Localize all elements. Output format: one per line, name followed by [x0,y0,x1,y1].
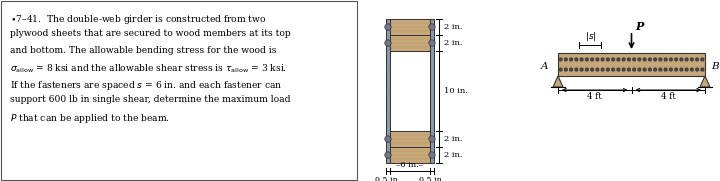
Bar [430,19,434,163]
Circle shape [643,58,646,61]
Circle shape [638,58,641,61]
Text: 2 in.: 2 in. [444,135,462,143]
Circle shape [575,68,577,71]
Text: A: A [541,62,548,71]
Text: 0.5 in.: 0.5 in. [419,176,445,181]
Circle shape [429,136,435,142]
Circle shape [654,58,657,61]
Circle shape [685,68,688,71]
Circle shape [384,136,391,142]
Circle shape [429,152,435,158]
Circle shape [590,68,593,71]
Circle shape [675,68,678,71]
Text: 2 in.: 2 in. [444,23,462,31]
Circle shape [659,68,662,71]
Circle shape [580,68,583,71]
Circle shape [601,68,604,71]
Circle shape [622,68,625,71]
Circle shape [564,68,567,71]
Circle shape [596,58,599,61]
Circle shape [680,68,683,71]
Circle shape [429,40,435,46]
Circle shape [575,58,577,61]
Text: and bottom. The allowable bending stress for the wood is: and bottom. The allowable bending stress… [10,46,276,55]
Text: plywood sheets that are secured to wood members at its top: plywood sheets that are secured to wood … [10,30,291,39]
Text: $\bullet$7–41.  The double-web girder is constructed from two: $\bullet$7–41. The double-web girder is … [10,13,266,26]
Text: If the fasteners are spaced $s$ = 6 in. and each fastener can: If the fasteners are spaced $s$ = 6 in. … [10,79,282,92]
Circle shape [659,58,662,61]
Circle shape [665,58,667,61]
Text: –6 in.–: –6 in.– [397,161,423,169]
Circle shape [685,58,688,61]
Circle shape [627,68,630,71]
Circle shape [580,58,583,61]
Circle shape [638,68,641,71]
Circle shape [429,24,435,30]
Bar [558,53,705,76]
Text: P: P [636,22,644,33]
Text: 2 in.: 2 in. [444,39,462,47]
Circle shape [606,58,609,61]
Circle shape [559,58,562,61]
Circle shape [675,58,678,61]
Circle shape [612,68,615,71]
Bar [390,19,430,35]
Circle shape [384,24,391,30]
Circle shape [601,58,604,61]
Text: support 600 lb in single shear, determine the maximum load: support 600 lb in single shear, determin… [10,96,290,104]
Circle shape [696,68,698,71]
Circle shape [570,58,572,61]
Circle shape [701,68,703,71]
Text: $P$ that can be applied to the beam.: $P$ that can be applied to the beam. [10,112,170,125]
Circle shape [654,68,657,71]
Circle shape [384,40,391,46]
Circle shape [649,68,652,71]
Polygon shape [700,76,710,87]
Circle shape [590,58,593,61]
Polygon shape [553,76,563,87]
Circle shape [585,68,588,71]
Circle shape [680,58,683,61]
Circle shape [564,58,567,61]
Circle shape [617,68,620,71]
Circle shape [633,58,636,61]
Circle shape [696,58,698,61]
Bar [390,35,430,51]
Circle shape [606,68,609,71]
Circle shape [649,58,652,61]
Circle shape [701,58,703,61]
Circle shape [617,58,620,61]
Bar [390,147,430,163]
Bar [1,1,357,180]
Text: $|s|$: $|s|$ [585,30,596,43]
Circle shape [622,58,625,61]
Text: 4 ft: 4 ft [588,92,602,101]
Text: 4 ft: 4 ft [661,92,675,101]
Text: 2 in.: 2 in. [444,151,462,159]
Circle shape [612,58,615,61]
Circle shape [670,58,672,61]
Circle shape [643,68,646,71]
Circle shape [585,58,588,61]
Circle shape [690,58,693,61]
Circle shape [690,68,693,71]
Circle shape [670,68,672,71]
Text: 0.5 in.: 0.5 in. [375,176,401,181]
Bar [386,19,390,163]
Text: $\sigma_{\rm allow}$ = 8 ksi and the allowable shear stress is $\tau_{\rm allow}: $\sigma_{\rm allow}$ = 8 ksi and the all… [10,62,287,75]
Bar [390,51,430,131]
Circle shape [627,58,630,61]
Text: 10 in.: 10 in. [444,87,468,95]
Circle shape [633,68,636,71]
Circle shape [596,68,599,71]
Circle shape [665,68,667,71]
Bar [390,131,430,147]
Circle shape [559,68,562,71]
Circle shape [570,68,572,71]
Circle shape [384,152,391,158]
Text: B: B [711,62,719,71]
